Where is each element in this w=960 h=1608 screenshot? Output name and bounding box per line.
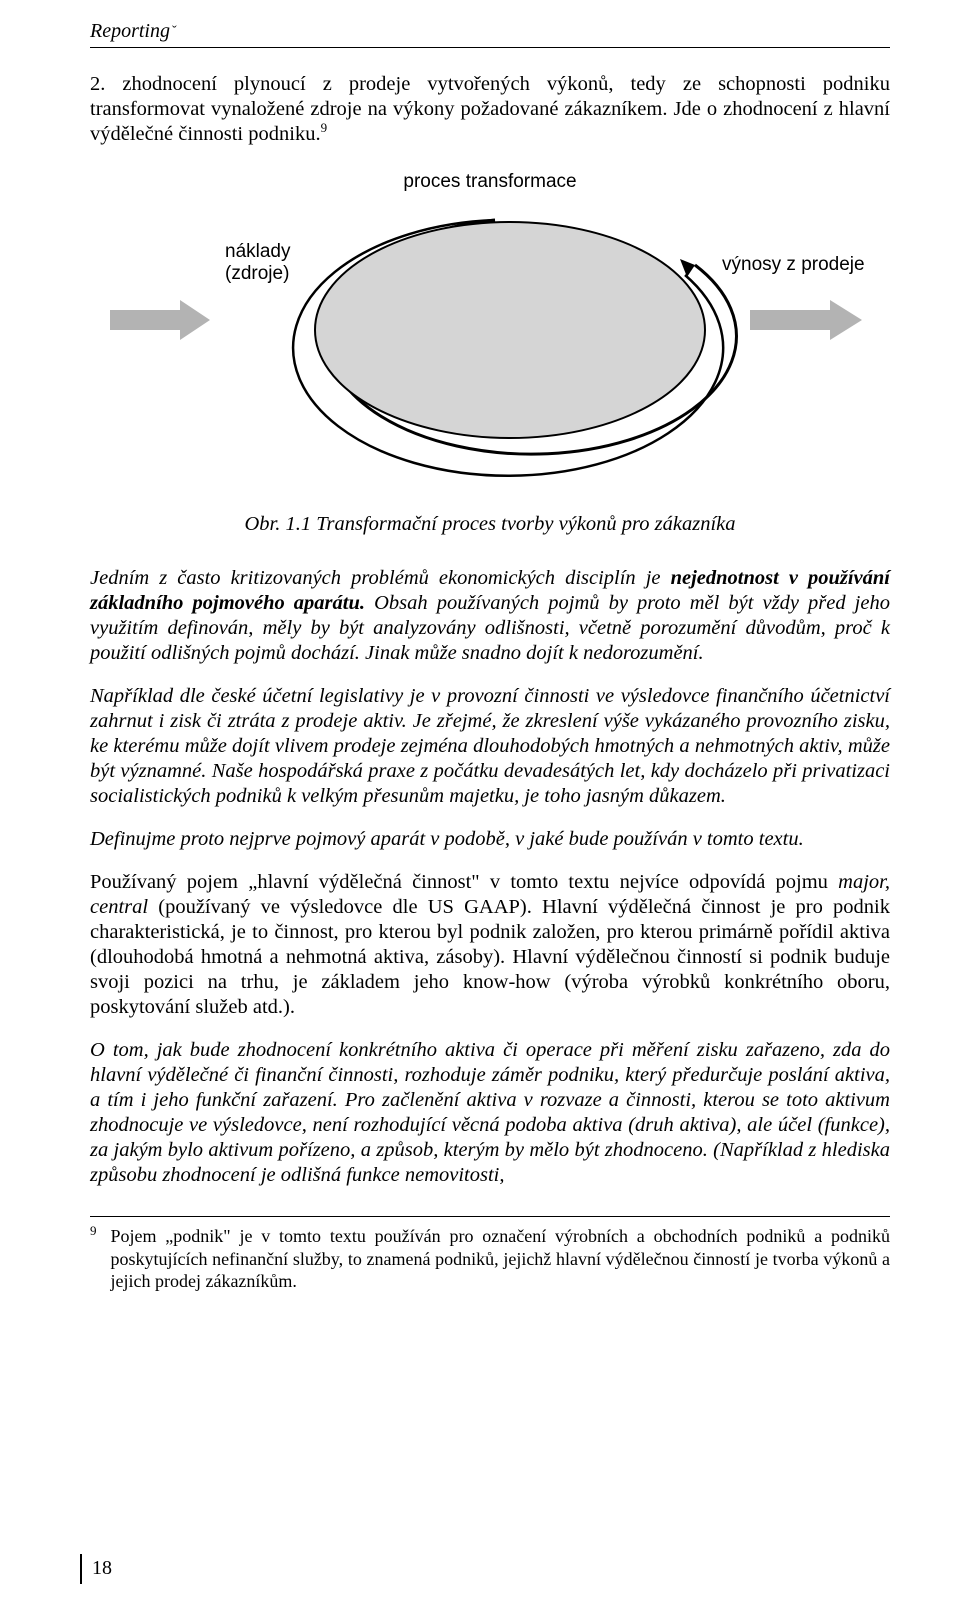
page-number: 18: [92, 1557, 112, 1580]
footnote-ref-9: 9: [321, 120, 328, 135]
header-rule: [90, 47, 890, 48]
p2-pre: Jedním z často kritizovaných problémů ek…: [90, 567, 671, 589]
figure-1-1: proces transformace náklady (zdroje) výn…: [90, 165, 890, 495]
label-left-2: (zdroje): [225, 263, 289, 284]
page-number-bar: [80, 1554, 82, 1584]
paragraph-3: Například dle české účetní legislativy j…: [90, 684, 890, 809]
p5-c: (používaný ve výsledovce dle US GAAP). H…: [90, 896, 890, 1018]
input-arrow: [110, 300, 210, 340]
p5-a: Používaný pojem „hlavní výdělečná činnos…: [90, 871, 838, 893]
label-top: proces transformace: [403, 171, 576, 192]
running-header: Reporting ˇ: [90, 20, 890, 43]
label-left-1: náklady: [225, 241, 291, 262]
transformation-diagram: proces transformace náklady (zdroje) výn…: [110, 165, 870, 495]
header-mark: ˇ: [172, 24, 177, 40]
paragraph-1: 2. zhodnocení plynoucí z prodeje vytvoře…: [90, 72, 890, 147]
page: Reporting ˇ 2. zhodnocení plynoucí z pro…: [0, 0, 960, 1608]
process-ellipse: [315, 222, 705, 438]
paragraph-4: Definujme proto nejprve pojmový aparát v…: [90, 827, 890, 852]
output-arrow: [750, 300, 862, 340]
footnote-number: 9: [90, 1223, 97, 1291]
paragraph-6: O tom, jak bude zhodnocení konkrétního a…: [90, 1038, 890, 1188]
running-title: Reporting: [90, 20, 170, 43]
figure-caption: Obr. 1.1 Transformační proces tvorby výk…: [90, 513, 890, 536]
paragraph-1-text: 2. zhodnocení plynoucí z prodeje vytvoře…: [90, 73, 890, 145]
footnote-9: 9 Pojem „podnik" je v tomto textu použív…: [90, 1225, 890, 1293]
footnote-rule: [90, 1216, 890, 1217]
paragraph-2: Jedním z často kritizovaných problémů ek…: [90, 566, 890, 666]
paragraph-5: Používaný pojem „hlavní výdělečná činnos…: [90, 870, 890, 1020]
footnote-text: Pojem „podnik" je v tomto textu používán…: [111, 1225, 891, 1293]
label-right: výnosy z prodeje: [722, 254, 865, 275]
